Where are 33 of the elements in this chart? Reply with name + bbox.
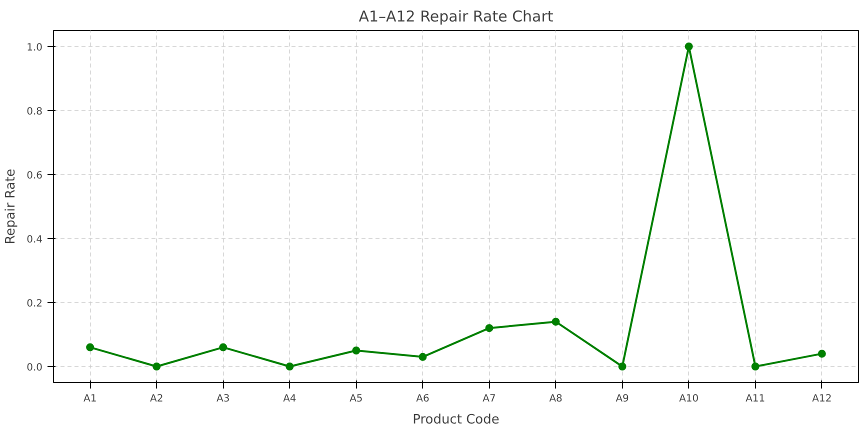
x-tick-label: A8	[549, 394, 562, 404]
point	[684, 42, 693, 50]
point	[286, 362, 294, 370]
y-axis-title: Repair Rate	[4, 168, 19, 244]
x-tick-label: A9	[616, 394, 629, 404]
x-tick-label: A3	[216, 394, 230, 404]
x-tick-label: A2	[150, 394, 164, 404]
point	[418, 352, 427, 361]
y-tick-label: 0.4	[26, 234, 43, 246]
y-tick-label: 0.2	[26, 298, 43, 310]
point	[86, 343, 94, 352]
point	[818, 350, 826, 358]
point	[618, 362, 626, 370]
x-tick-label: A1	[83, 394, 97, 404]
x-tick-label: A11	[746, 394, 766, 404]
x-tick-label: A10	[679, 394, 699, 404]
point	[152, 362, 161, 370]
x-tick-label: A5	[350, 394, 363, 404]
point	[352, 346, 360, 354]
x-axis-title: Product Code	[412, 412, 500, 428]
point	[751, 362, 760, 370]
y-tick-label: 0.6	[26, 170, 43, 182]
y-tick-label: 1.0	[26, 42, 43, 54]
x-tick-label: A7	[482, 394, 496, 404]
point	[485, 324, 494, 332]
y-tick-label: 0.8	[26, 106, 43, 118]
y-tick-label: 0.0	[26, 362, 43, 374]
x-tick-label: A4	[283, 394, 296, 404]
chart-title: A1–A12 Repair Rate Chart	[358, 8, 554, 26]
x-tick-label: A6	[416, 394, 430, 404]
point	[219, 343, 228, 352]
x-tick-label: A12	[812, 394, 832, 404]
point	[552, 318, 560, 326]
